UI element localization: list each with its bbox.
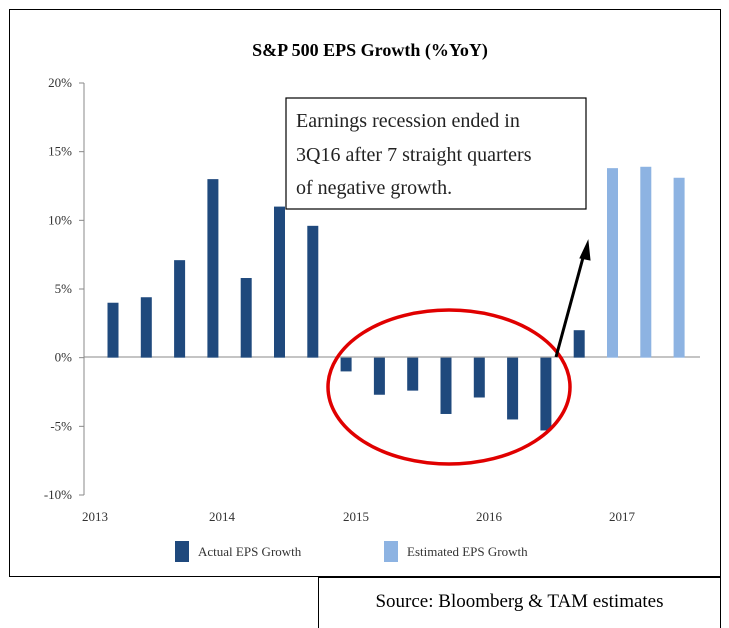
annotation-arrowhead — [579, 239, 591, 261]
bar-actual — [540, 357, 552, 431]
bar-actual — [274, 206, 285, 358]
x-tick-label: 2013 — [82, 509, 108, 524]
legend-label-estimated: Estimated EPS Growth — [407, 544, 528, 559]
bar-actual — [407, 357, 419, 391]
bar-actual — [340, 357, 352, 372]
bar-actual — [140, 297, 152, 358]
y-tick-label: -5% — [50, 418, 72, 433]
bar-actual — [174, 260, 186, 358]
bar-actual — [440, 357, 452, 414]
bar-actual — [373, 357, 385, 395]
bar-actual — [107, 302, 119, 358]
annotation-line-1: Earnings recession ended in — [296, 110, 520, 132]
legend-swatch-actual — [175, 541, 189, 562]
bar-estimated — [640, 166, 652, 358]
y-axis-ticks: 20% 15% 10% 5% 0% -5% -10% — [44, 75, 84, 502]
y-tick-label: -10% — [44, 487, 72, 502]
annotation-arrow — [554, 253, 586, 358]
annotation-line-3: of negative growth. — [296, 177, 452, 199]
bar-actual — [507, 357, 519, 420]
source-note: Source: Bloomberg & TAM estimates — [318, 577, 721, 628]
bar-actual — [207, 179, 219, 358]
chart-title: S&P 500 EPS Growth (%YoY) — [252, 40, 488, 61]
y-tick-label: 0% — [55, 350, 73, 365]
legend-swatch-estimated — [384, 541, 398, 562]
y-tick-label: 15% — [48, 144, 72, 159]
annotation-line-2: 3Q16 after 7 straight quarters — [296, 144, 532, 166]
legend-label-actual: Actual EPS Growth — [198, 544, 302, 559]
annotation-box — [285, 97, 587, 210]
negative-growth-highlight-ellipse — [326, 308, 572, 466]
x-tick-label: 2016 — [476, 509, 503, 524]
y-tick-label: 5% — [55, 281, 73, 296]
x-tick-label: 2015 — [343, 509, 369, 524]
x-tick-label: 2017 — [609, 509, 636, 524]
x-axis-ticks: 2013 2014 2015 2016 2017 — [82, 509, 636, 524]
y-tick-label: 10% — [48, 212, 72, 227]
bar-estimated — [607, 168, 618, 358]
bar-actual — [473, 357, 485, 398]
x-tick-label: 2014 — [209, 509, 236, 524]
bar-actual — [240, 278, 252, 358]
bar-actual — [307, 225, 319, 358]
bars — [107, 166, 685, 431]
y-tick-label: 20% — [48, 75, 72, 90]
bar-actual — [573, 330, 585, 358]
bar-estimated — [673, 177, 685, 358]
